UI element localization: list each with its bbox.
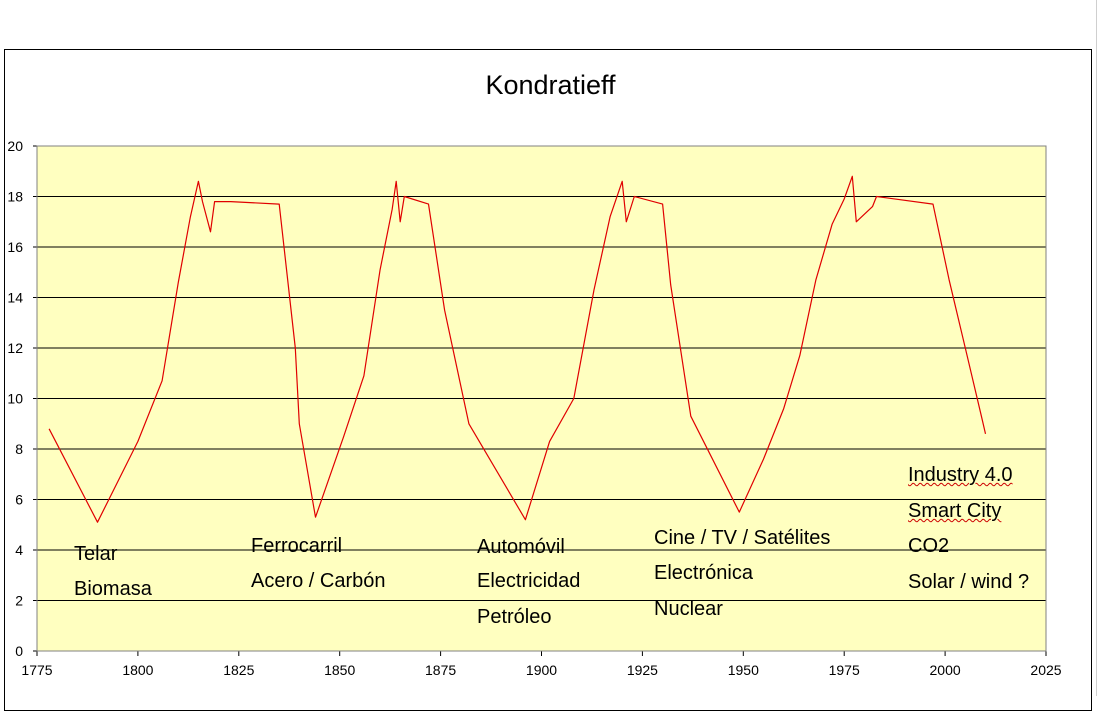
annotation-wave3-line2: Electricidad bbox=[477, 570, 581, 592]
y-tick-label: 2 bbox=[15, 593, 23, 609]
annotation-wave1-line2: Biomasa bbox=[74, 578, 152, 600]
y-tick-label: 12 bbox=[7, 340, 23, 356]
x-tick-label: 1775 bbox=[21, 662, 52, 678]
kondratieff-chart: 0 2 4 6 8 10 12 14 16 18 20 1775 1800 1825 1850 1875 190… bbox=[7, 138, 1061, 678]
x-tick-label: 1800 bbox=[122, 662, 153, 678]
y-tick-label: 14 bbox=[7, 290, 23, 306]
annotation-wave5-line1: Industry 4.0 bbox=[908, 464, 1013, 486]
annotation-wave3-line3: Petróleo bbox=[477, 606, 552, 628]
annotation-wave4-line1: Cine / TV / Satélites bbox=[654, 527, 831, 549]
y-tick-label: 6 bbox=[15, 492, 23, 508]
plot-border bbox=[36, 145, 1047, 652]
x-tick-label: 1950 bbox=[728, 662, 759, 678]
annotation-wave5-line4: Solar / wind ? bbox=[908, 571, 1030, 593]
x-tick-label: 1900 bbox=[526, 662, 557, 678]
annotation-wave1-line1: Telar bbox=[74, 543, 118, 565]
x-tick-label: 1925 bbox=[627, 662, 658, 678]
x-tick-label: 2000 bbox=[930, 662, 961, 678]
x-tick-label: 1975 bbox=[829, 662, 860, 678]
y-tick-label: 10 bbox=[7, 391, 23, 407]
annotation-wave4-line3: Nuclear bbox=[654, 598, 723, 620]
annotation-wave2-line1: Ferrocarril bbox=[251, 535, 343, 557]
y-tick-label: 20 bbox=[7, 138, 23, 154]
annotation-wave3-line1: Automóvil bbox=[477, 536, 565, 558]
y-tick-label: 16 bbox=[7, 239, 23, 255]
annotation-wave5-line3: CO2 bbox=[908, 535, 950, 557]
window-edge bbox=[1096, 0, 1097, 696]
y-tick-label: 0 bbox=[15, 643, 23, 659]
chart-title: Kondratieff bbox=[485, 70, 616, 100]
x-tick-label: 1850 bbox=[324, 662, 355, 678]
x-tick-label: 2025 bbox=[1030, 662, 1061, 678]
y-tick-label: 8 bbox=[15, 441, 23, 457]
series-line-0 bbox=[48, 175, 987, 523]
y-tick-label: 18 bbox=[7, 189, 23, 205]
y-tick-label: 4 bbox=[15, 542, 23, 558]
x-tick-label: 1825 bbox=[223, 662, 254, 678]
x-tick-label: 1875 bbox=[425, 662, 456, 678]
annotation-wave5-line2: Smart City bbox=[908, 500, 1002, 522]
annotation-wave4-line2: Electrónica bbox=[654, 562, 753, 584]
annotation-wave2-line2: Acero / Carbón bbox=[251, 570, 386, 592]
